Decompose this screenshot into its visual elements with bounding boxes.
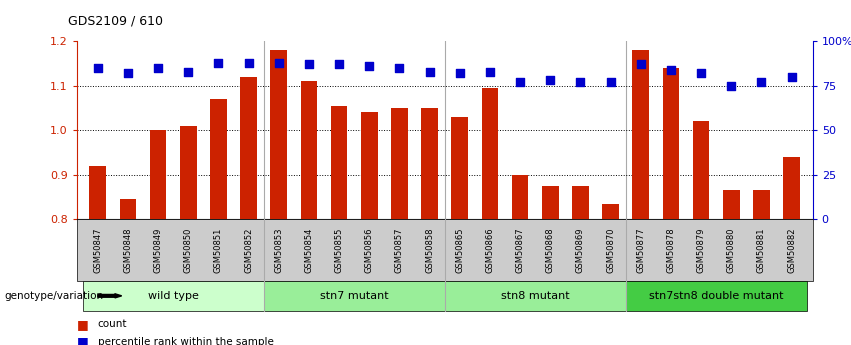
- Bar: [693, 121, 710, 219]
- Point: [91, 65, 105, 71]
- Text: GSM50855: GSM50855: [334, 227, 344, 273]
- Bar: [391, 108, 408, 219]
- Bar: [753, 190, 769, 219]
- Text: GSM50870: GSM50870: [606, 227, 615, 273]
- Text: GSM50857: GSM50857: [395, 227, 404, 273]
- Text: GSM50868: GSM50868: [545, 227, 555, 273]
- Text: GSM50853: GSM50853: [274, 227, 283, 273]
- Text: GSM50847: GSM50847: [94, 227, 102, 273]
- Text: GSM50858: GSM50858: [425, 227, 434, 273]
- Text: GSM50865: GSM50865: [455, 227, 465, 273]
- Text: wild type: wild type: [148, 291, 198, 301]
- Point: [544, 78, 557, 83]
- Bar: [240, 77, 257, 219]
- Text: GSM50880: GSM50880: [727, 227, 736, 273]
- Text: count: count: [98, 319, 128, 329]
- Point: [513, 79, 527, 85]
- Bar: [603, 204, 619, 219]
- Text: GSM50867: GSM50867: [516, 227, 524, 273]
- Bar: [451, 117, 468, 219]
- Point: [755, 79, 768, 85]
- Point: [332, 62, 346, 67]
- Bar: [542, 186, 558, 219]
- Bar: [663, 68, 679, 219]
- Text: GSM50869: GSM50869: [576, 227, 585, 273]
- Text: GSM50850: GSM50850: [184, 227, 192, 273]
- Text: GSM50866: GSM50866: [485, 227, 494, 273]
- Point: [121, 71, 134, 76]
- Bar: [632, 50, 649, 219]
- Bar: [150, 130, 166, 219]
- Point: [392, 65, 406, 71]
- Bar: [271, 50, 287, 219]
- Point: [634, 62, 648, 67]
- Text: GSM50854: GSM50854: [305, 227, 313, 273]
- Bar: [361, 112, 378, 219]
- Text: GSM50851: GSM50851: [214, 227, 223, 273]
- Bar: [421, 108, 438, 219]
- Text: GSM50877: GSM50877: [637, 227, 645, 273]
- Text: stn7 mutant: stn7 mutant: [320, 291, 388, 301]
- Bar: [210, 99, 226, 219]
- Point: [302, 62, 316, 67]
- Point: [363, 63, 376, 69]
- Point: [724, 83, 738, 89]
- Point: [181, 69, 195, 75]
- Bar: [511, 175, 528, 219]
- Text: GSM50848: GSM50848: [123, 227, 133, 273]
- Text: ■: ■: [77, 335, 89, 345]
- Bar: [783, 157, 800, 219]
- Text: GDS2109 / 610: GDS2109 / 610: [68, 14, 163, 28]
- Point: [483, 69, 497, 75]
- Text: GSM50856: GSM50856: [365, 227, 374, 273]
- Point: [151, 65, 165, 71]
- Text: GSM50852: GSM50852: [244, 227, 253, 273]
- Text: GSM50879: GSM50879: [697, 227, 705, 273]
- Point: [664, 67, 677, 72]
- Bar: [120, 199, 136, 219]
- Point: [242, 60, 255, 66]
- Text: GSM50878: GSM50878: [666, 227, 676, 273]
- Text: percentile rank within the sample: percentile rank within the sample: [98, 337, 274, 345]
- Bar: [89, 166, 106, 219]
- Text: genotype/variation: genotype/variation: [4, 291, 103, 301]
- Bar: [723, 190, 740, 219]
- Point: [785, 74, 798, 80]
- Text: GSM50849: GSM50849: [153, 227, 163, 273]
- Text: GSM50882: GSM50882: [787, 227, 796, 273]
- Text: stn7stn8 double mutant: stn7stn8 double mutant: [649, 291, 784, 301]
- Point: [574, 79, 587, 85]
- Point: [603, 79, 617, 85]
- Point: [423, 69, 437, 75]
- Point: [272, 60, 286, 66]
- Bar: [180, 126, 197, 219]
- Bar: [482, 88, 498, 219]
- Bar: [300, 81, 317, 219]
- Point: [212, 60, 226, 66]
- Point: [694, 71, 708, 76]
- Text: GSM50881: GSM50881: [757, 227, 766, 273]
- Text: ■: ■: [77, 318, 89, 331]
- Text: stn8 mutant: stn8 mutant: [501, 291, 569, 301]
- Bar: [331, 106, 347, 219]
- Bar: [572, 186, 589, 219]
- Point: [453, 71, 466, 76]
